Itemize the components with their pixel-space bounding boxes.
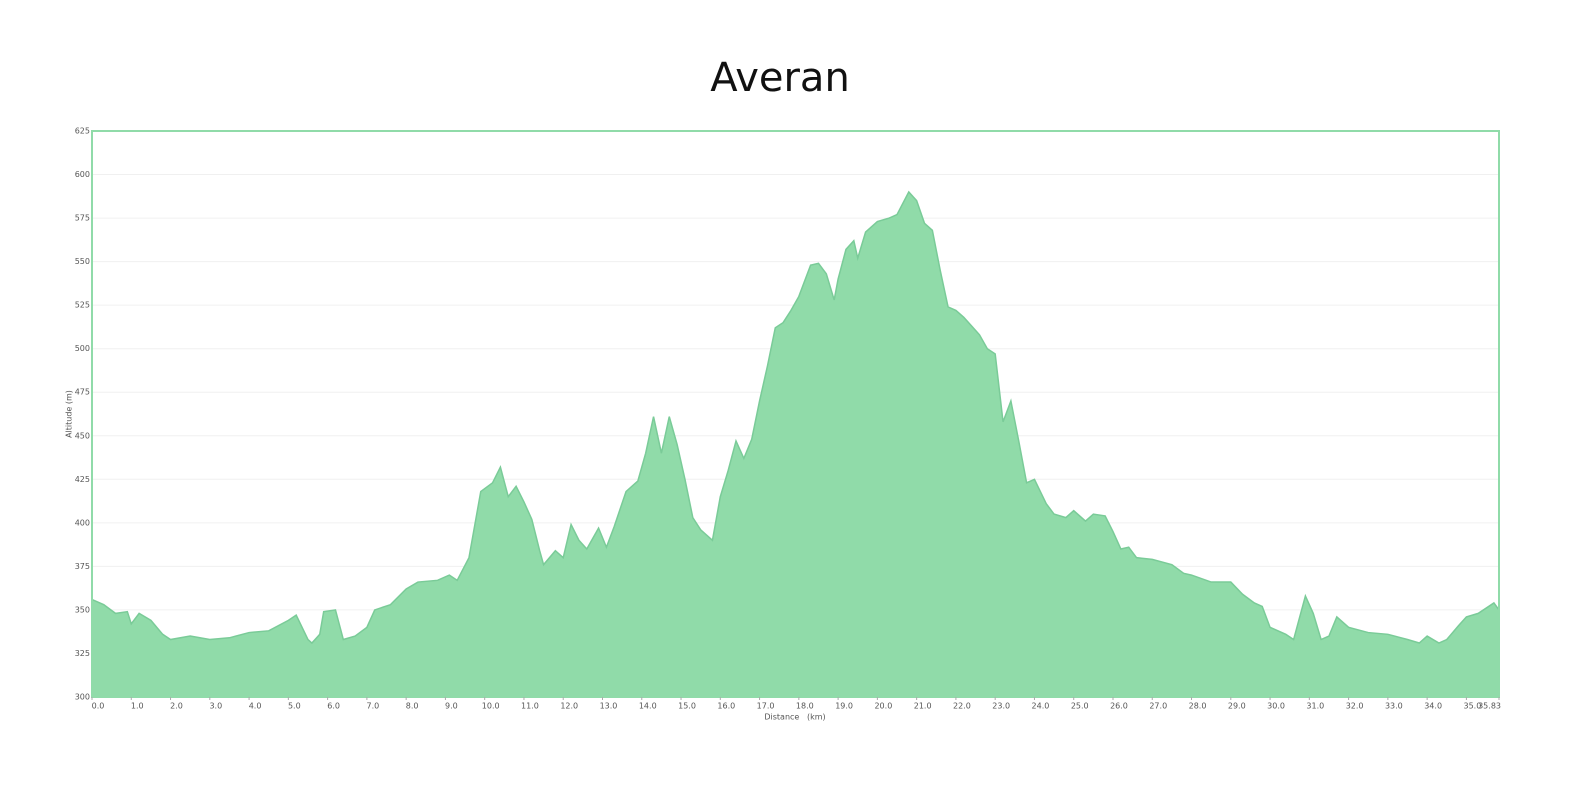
x-tick-label: 22.0 <box>953 702 971 711</box>
x-tick-label: 32.0 <box>1346 702 1364 711</box>
x-tick-label: 12.0 <box>560 702 578 711</box>
x-tick-label: 24.0 <box>1032 702 1050 711</box>
x-tick-label: 7.0 <box>367 702 380 711</box>
x-tick-label: 33.0 <box>1385 702 1403 711</box>
y-tick-label: 450 <box>75 431 90 440</box>
x-tick-label: 21.0 <box>914 702 932 711</box>
y-tick-label: 425 <box>75 475 90 484</box>
x-tick-label: 31.0 <box>1306 702 1324 711</box>
x-tick-label: 27.0 <box>1149 702 1167 711</box>
y-axis-label: Altitude (m) <box>65 390 74 438</box>
chart-title: Averan <box>710 55 850 101</box>
x-tick-label: 13.0 <box>600 702 618 711</box>
x-tick-label: 19.0 <box>835 702 853 711</box>
x-tick-label: 35.83 <box>1478 702 1501 711</box>
x-tick-label: 11.0 <box>521 702 539 711</box>
x-tick-label: 1.0 <box>131 702 144 711</box>
x-tick-label: 5.0 <box>288 702 301 711</box>
x-tick-label: 8.0 <box>406 702 419 711</box>
x-tick-label: 6.0 <box>327 702 340 711</box>
y-tick-label: 300 <box>75 693 90 702</box>
x-tick-label: 26.0 <box>1110 702 1128 711</box>
x-tick-label: 3.0 <box>209 702 222 711</box>
y-tick-label: 325 <box>75 649 90 658</box>
y-tick-label: 550 <box>75 257 90 266</box>
y-tick-label: 600 <box>75 170 90 179</box>
x-tick-label: 35.0 <box>1464 702 1482 711</box>
plot-border <box>91 130 1500 698</box>
x-tick-label: 30.0 <box>1267 702 1285 711</box>
x-axis-label: Distance (km) <box>764 713 825 722</box>
y-tick-label: 575 <box>75 214 90 223</box>
y-tick-label: 500 <box>75 344 90 353</box>
x-tick-label: 9.0 <box>445 702 458 711</box>
x-tick-label: 14.0 <box>639 702 657 711</box>
y-tick-label: 625 <box>75 127 90 136</box>
x-tick-label: 10.0 <box>482 702 500 711</box>
x-tick-label: 28.0 <box>1189 702 1207 711</box>
y-tick-label: 350 <box>75 605 90 614</box>
x-tick-label: 29.0 <box>1228 702 1246 711</box>
x-tick-label: 2.0 <box>170 702 183 711</box>
y-tick-label: 375 <box>75 562 90 571</box>
y-tick-label: 525 <box>75 301 90 310</box>
area <box>91 190 1500 698</box>
x-tick-label: 20.0 <box>874 702 892 711</box>
x-tick-label: 17.0 <box>757 702 775 711</box>
x-tick-label: 15.0 <box>678 702 696 711</box>
x-tick-label: 25.0 <box>1071 702 1089 711</box>
x-tick-label: 18.0 <box>796 702 814 711</box>
x-tick-label: 16.0 <box>717 702 735 711</box>
x-tick-label: 23.0 <box>992 702 1010 711</box>
x-tick-label: 34.0 <box>1424 702 1442 711</box>
x-tick-label: 0.0 <box>92 702 105 711</box>
x-tick-label: 4.0 <box>249 702 262 711</box>
y-tick-label: 475 <box>75 388 90 397</box>
y-tick-label: 400 <box>75 518 90 527</box>
